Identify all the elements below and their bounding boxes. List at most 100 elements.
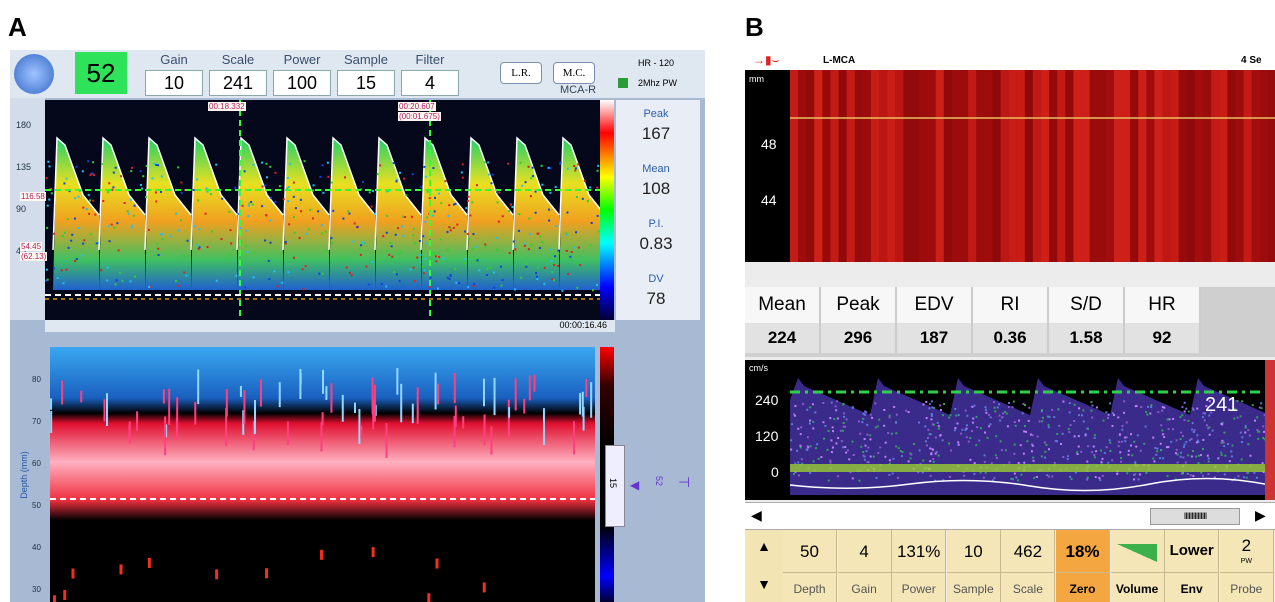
speckle bbox=[286, 176, 289, 179]
speckle bbox=[1043, 441, 1046, 444]
speckle bbox=[1202, 412, 1205, 415]
stripe bbox=[822, 70, 831, 262]
speckle bbox=[939, 434, 942, 437]
speckle bbox=[1047, 475, 1050, 478]
speckle bbox=[955, 414, 958, 417]
speckle bbox=[1251, 404, 1254, 407]
speckle bbox=[60, 269, 63, 272]
streak bbox=[80, 390, 83, 403]
speckle bbox=[589, 186, 592, 189]
speckle bbox=[931, 406, 934, 409]
speckle bbox=[1036, 435, 1039, 438]
speckle bbox=[177, 166, 180, 169]
speckle bbox=[1150, 404, 1153, 407]
speckle bbox=[559, 161, 562, 164]
speckle bbox=[270, 196, 273, 199]
speckle bbox=[1053, 416, 1056, 419]
speckle bbox=[557, 249, 560, 252]
streak bbox=[358, 408, 361, 444]
button[interactable]: M.C. bbox=[553, 62, 595, 84]
scale-label: 44 bbox=[761, 192, 777, 208]
speckle bbox=[261, 205, 264, 208]
speckle bbox=[153, 163, 156, 166]
waveform bbox=[99, 138, 145, 290]
control[interactable]: 131% Power bbox=[892, 530, 947, 602]
speckle bbox=[794, 462, 797, 465]
control[interactable]: 462 Scale bbox=[1001, 530, 1056, 602]
speckle bbox=[1121, 425, 1124, 428]
control-value[interactable]: 15 bbox=[337, 70, 395, 96]
speckle bbox=[1062, 400, 1065, 403]
speckle bbox=[1045, 443, 1048, 446]
speckle bbox=[982, 476, 985, 479]
speckle bbox=[82, 206, 85, 209]
speckle bbox=[45, 268, 48, 271]
speckle bbox=[530, 177, 533, 180]
speckle bbox=[75, 165, 78, 168]
speckle bbox=[440, 202, 443, 205]
speckle bbox=[809, 406, 812, 409]
control[interactable]: 18% Zero bbox=[1056, 530, 1110, 602]
speckle bbox=[118, 271, 121, 274]
control[interactable]: 2 PW Probe bbox=[1219, 530, 1274, 602]
speckle bbox=[835, 442, 838, 445]
speckle bbox=[1261, 462, 1264, 465]
speckle bbox=[1031, 444, 1034, 447]
control[interactable]: 50 Depth bbox=[783, 530, 837, 602]
speckle bbox=[520, 276, 523, 279]
divider bbox=[1219, 572, 1273, 573]
scroll-right[interactable]: ▶ bbox=[1255, 507, 1266, 523]
speckle bbox=[842, 403, 845, 406]
control[interactable]: 10 Sample bbox=[946, 530, 1001, 602]
scrollbar[interactable]: ◀ IIIIIIIIIIIIIII ▶ bbox=[745, 502, 1275, 530]
speckle bbox=[531, 175, 534, 178]
down-button[interactable]: ▼ bbox=[757, 576, 771, 592]
control-value: 2 bbox=[1241, 536, 1252, 555]
scroll-thumb[interactable]: IIIIIIIIIIIIIII bbox=[1150, 508, 1240, 525]
speckle bbox=[1249, 454, 1252, 457]
speckle bbox=[81, 254, 84, 257]
scroll-left[interactable]: ◀ bbox=[751, 507, 762, 523]
control[interactable]: Volume bbox=[1110, 530, 1165, 602]
control[interactable]: Lower Env bbox=[1165, 530, 1220, 602]
control-value[interactable]: 10 bbox=[145, 70, 203, 96]
speckle bbox=[1244, 431, 1247, 434]
speckle bbox=[820, 456, 823, 459]
control-value[interactable]: 4 bbox=[401, 70, 459, 96]
streak bbox=[582, 406, 585, 431]
envelope-peak: 241 bbox=[1205, 394, 1239, 416]
speckle bbox=[196, 244, 199, 247]
speck bbox=[482, 582, 486, 593]
speckle bbox=[590, 221, 593, 224]
speckle bbox=[956, 422, 959, 425]
control-value[interactable]: 100 bbox=[273, 70, 331, 96]
speckle bbox=[1084, 434, 1087, 437]
speckle bbox=[240, 240, 243, 243]
speckle bbox=[52, 267, 55, 270]
speckle bbox=[77, 195, 80, 198]
control-label: Probe bbox=[1230, 582, 1263, 596]
table-value: 296 bbox=[821, 323, 897, 353]
speckle bbox=[363, 242, 366, 245]
speckle bbox=[1248, 434, 1251, 437]
speckle bbox=[1107, 416, 1110, 419]
speckle bbox=[1117, 445, 1120, 448]
speckle bbox=[50, 192, 53, 195]
speckle bbox=[1154, 446, 1157, 449]
button[interactable]: L.R. bbox=[500, 62, 542, 84]
speck bbox=[147, 557, 151, 568]
streak bbox=[322, 369, 325, 394]
speckle bbox=[1197, 462, 1200, 465]
speckle bbox=[932, 458, 935, 461]
speckle bbox=[530, 243, 533, 246]
speckle bbox=[228, 210, 231, 213]
speckle bbox=[261, 161, 264, 164]
speckle bbox=[46, 226, 49, 229]
control-value[interactable]: 241 bbox=[209, 70, 267, 96]
speckle bbox=[984, 431, 987, 434]
speckle bbox=[248, 202, 251, 205]
up-button[interactable]: ▲ bbox=[757, 538, 771, 554]
control[interactable]: 4 Gain bbox=[837, 530, 892, 602]
speckle bbox=[159, 190, 162, 193]
speckle bbox=[1253, 419, 1256, 422]
